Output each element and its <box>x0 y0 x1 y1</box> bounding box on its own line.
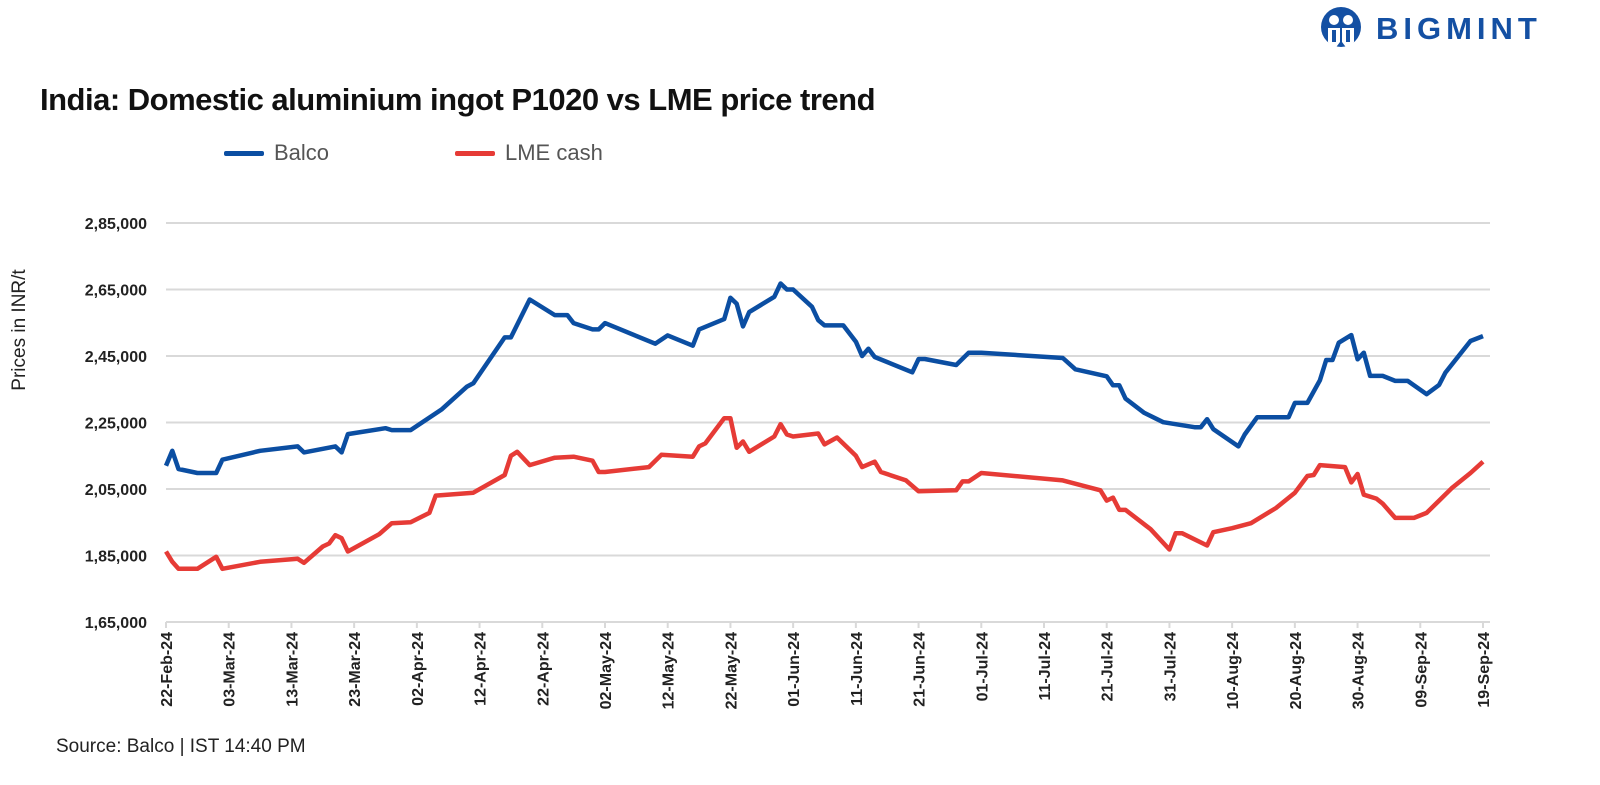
y-tick-label: 2,45,000 <box>85 349 147 366</box>
legend-label: Balco <box>274 140 330 165</box>
chart-title: India: Domestic aluminium ingot P1020 vs… <box>40 82 876 117</box>
legend-item-balco: Balco <box>224 140 329 166</box>
bigmint-logo: BIGMINT <box>1318 6 1542 52</box>
bigmint-logo-text: BIGMINT <box>1376 11 1542 46</box>
legend-label: LME cash <box>505 140 603 165</box>
x-tick-label: 12-May-24 <box>661 632 678 709</box>
y-tick-label: 2,05,000 <box>85 482 147 499</box>
y-tick-label: 2,65,000 <box>85 283 147 300</box>
series-line-balco <box>163 281 1484 476</box>
y-axis-label: Prices in INR/t <box>9 269 30 391</box>
y-tick-label: 1,65,000 <box>85 615 147 632</box>
x-tick-label: 30-Aug-24 <box>1351 632 1368 709</box>
x-tick-label: 20-Aug-24 <box>1288 632 1305 709</box>
x-tick-label: 22-May-24 <box>723 632 740 709</box>
x-tick-label: 03-Mar-24 <box>222 632 239 707</box>
x-tick-label: 02-May-24 <box>598 632 615 709</box>
x-tick-label: 09-Sep-24 <box>1413 632 1430 708</box>
x-tick-label: 19-Sep-24 <box>1476 632 1493 708</box>
legend-swatch <box>455 150 495 156</box>
x-tick-label: 22-Feb-24 <box>159 632 176 707</box>
source-note: Source: Balco | IST 14:40 PM <box>56 736 306 757</box>
x-tick-label: 23-Mar-24 <box>347 632 364 707</box>
bigmint-logo-icon <box>1321 7 1361 50</box>
legend-item-lme-cash: LME cash <box>455 140 603 166</box>
x-tick-label: 13-Mar-24 <box>284 632 301 707</box>
series-line-lme-cash <box>164 415 1485 572</box>
x-tick-label: 11-Jun-24 <box>849 632 866 706</box>
x-tick-label: 12-Apr-24 <box>473 632 490 706</box>
x-tick-label: 10-Aug-24 <box>1225 632 1242 709</box>
x-tick-label: 31-Jul-24 <box>1162 632 1179 701</box>
x-tick-label: 22-Apr-24 <box>535 632 552 706</box>
legend-swatch <box>224 150 264 156</box>
x-tick-label: 11-Jul-24 <box>1037 632 1054 701</box>
y-tick-label: 2,25,000 <box>85 416 147 433</box>
x-tick-label: 01-Jun-24 <box>786 632 803 707</box>
x-tick-label: 01-Jul-24 <box>974 632 991 701</box>
x-tick-label: 21-Jul-24 <box>1100 632 1117 701</box>
y-tick-label: 1,85,000 <box>85 549 147 566</box>
y-tick-label: 2,85,000 <box>85 216 147 233</box>
x-tick-label: 21-Jun-24 <box>912 632 929 707</box>
x-tick-label: 02-Apr-24 <box>410 632 427 706</box>
